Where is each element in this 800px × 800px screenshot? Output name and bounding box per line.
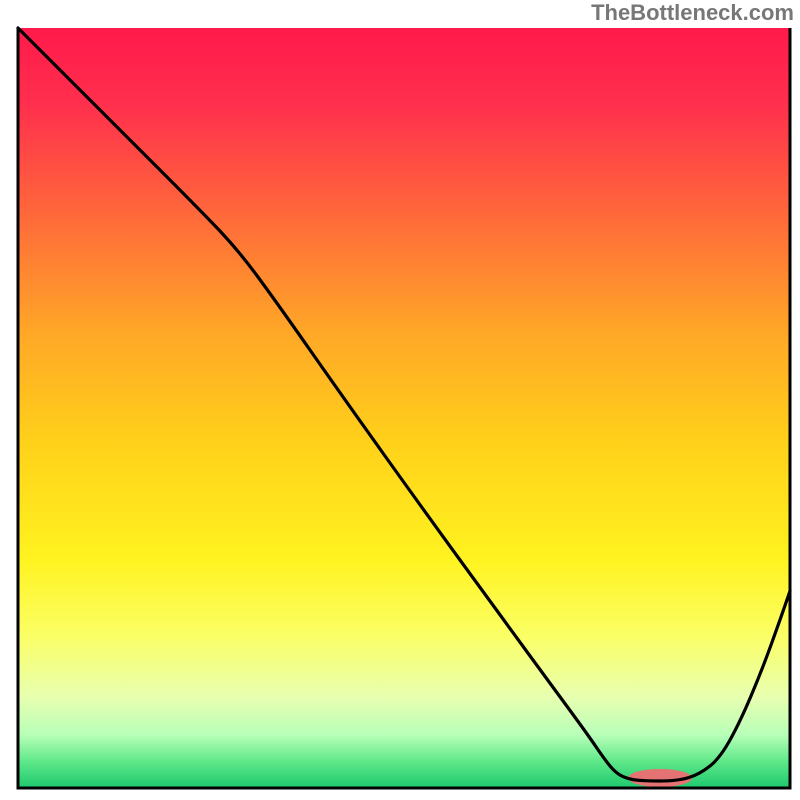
chart-container: TheBottleneck.com	[0, 0, 800, 800]
watermark-text: TheBottleneck.com	[591, 0, 794, 26]
bottleneck-chart	[0, 0, 800, 800]
